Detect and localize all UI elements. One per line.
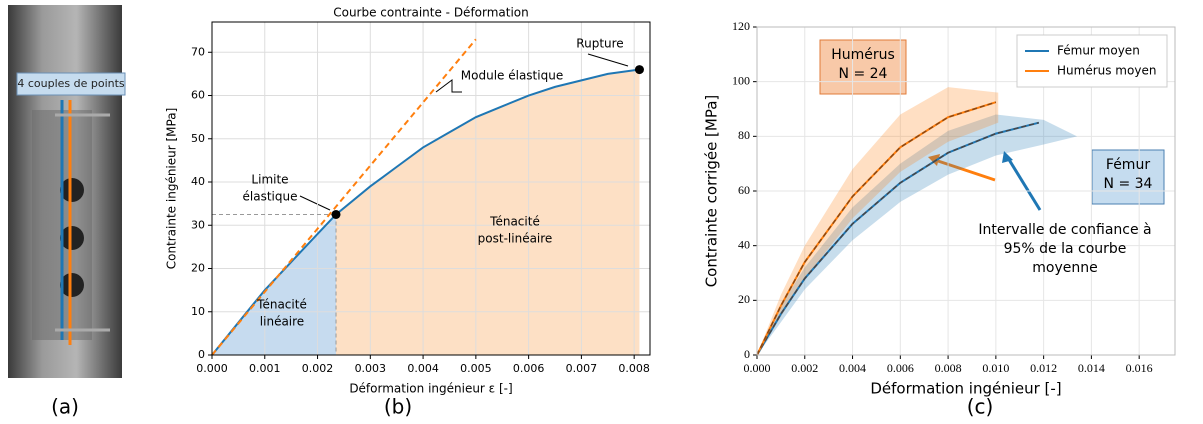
- annotation: moyenne: [1032, 260, 1097, 276]
- annotation: Fémur: [1106, 157, 1150, 173]
- y-tick-label: 40: [738, 237, 750, 251]
- series-line: [211, 38, 477, 356]
- y-tick-label: 10: [191, 305, 205, 318]
- x-tick-label: 0.003: [355, 362, 387, 375]
- legend-box: [1016, 34, 1168, 88]
- y-tick-label: 0: [744, 347, 750, 361]
- x-tick-label: 0.008: [935, 361, 962, 375]
- x-tick-label: 0.006: [887, 361, 914, 375]
- confidence-band: [757, 87, 999, 355]
- x-tick-label: 0.000: [196, 362, 228, 375]
- x-tick-label: 0.016: [1126, 361, 1153, 375]
- y-tick-label: 60: [191, 89, 205, 102]
- x-tick-label: 0.004: [407, 362, 439, 375]
- series-line: [211, 68, 640, 356]
- arrow: [1006, 157, 1042, 211]
- dot: [60, 226, 84, 250]
- y-tick-label: 20: [191, 262, 205, 275]
- annotation: Ténacité: [256, 298, 307, 312]
- x-tick-label: 0.012: [1030, 361, 1057, 375]
- series-line-dash: [756, 101, 997, 356]
- annotation: N = 24: [839, 66, 888, 82]
- annotation-box: [16, 72, 126, 96]
- y-tick-label: 20: [738, 292, 750, 306]
- x-tick-label: 0.010: [982, 361, 1009, 375]
- annotation: Rupture: [576, 37, 623, 51]
- y-tick-label: 100: [732, 73, 750, 87]
- y-tick-label: 120: [732, 19, 750, 33]
- arrowhead: [928, 154, 940, 166]
- x-axis-label: Déformation ingénieur ε [-]: [349, 382, 512, 396]
- x-tick-label: 0.005: [460, 362, 492, 375]
- arrow: [587, 53, 629, 67]
- series-line-dash: [756, 121, 1040, 356]
- annotation-box: [819, 39, 907, 95]
- x-tick-label: 0.000: [744, 361, 771, 375]
- annotation: Ténacité: [489, 215, 540, 229]
- panel-label: (c): [967, 395, 994, 419]
- x-axis-label: Déformation ingénieur [-]: [870, 380, 1061, 398]
- x-tick-label: 0.002: [791, 361, 818, 375]
- dot: [60, 178, 84, 202]
- panel-label: (a): [51, 395, 79, 419]
- arrowhead: [1002, 151, 1013, 163]
- x-tick-label: 0.007: [566, 362, 598, 375]
- x-tick-label: 0.014: [1078, 361, 1105, 375]
- x-tick-label: 0.004: [839, 361, 866, 375]
- legend-label: Humérus moyen: [1057, 64, 1156, 78]
- y-tick-label: 40: [191, 175, 205, 188]
- annotation: Intervalle de confiance à: [978, 222, 1151, 238]
- annotation: post-linéaire: [478, 232, 553, 246]
- y-tick-label: 0: [198, 348, 205, 361]
- y-tick-label: 50: [191, 132, 205, 145]
- annotation: Module élastique: [461, 69, 563, 83]
- point: [331, 209, 341, 219]
- photo-panel: 4 couples de points (a): [8, 5, 126, 419]
- annotation: linéaire: [260, 315, 304, 329]
- plot-frame: [756, 26, 1176, 356]
- panel-label: (b): [384, 395, 412, 419]
- decorations: [299, 39, 1165, 211]
- annotation: élastique: [243, 190, 298, 204]
- x-tick-label: 0.008: [618, 362, 650, 375]
- arrow: [299, 195, 331, 211]
- plot-frame: [211, 21, 651, 356]
- photo-annotation: 4 couples de points: [17, 77, 125, 90]
- legend-label: Fémur moyen: [1057, 44, 1140, 58]
- x-tick-label: 0.001: [249, 362, 281, 375]
- x-tick-label: 0.006: [513, 362, 545, 375]
- annotation: 95% de la courbe: [1004, 241, 1127, 257]
- slope-mark: [435, 79, 462, 93]
- annotation: N = 34: [1104, 176, 1153, 192]
- y-tick-label: 80: [738, 128, 750, 142]
- y-tick-label: 30: [191, 218, 205, 231]
- y-axis-label: Contrainte corrigée [MPa]: [703, 95, 721, 288]
- annotation-box: [1091, 149, 1165, 205]
- annotation: Limite: [251, 173, 288, 187]
- arrow: [934, 158, 996, 182]
- y-tick-label: 60: [738, 183, 750, 197]
- dot: [60, 273, 84, 297]
- annotation: Humérus: [831, 47, 895, 63]
- confidence-band: [757, 114, 1078, 355]
- area-linear: [212, 214, 337, 355]
- area-post-linear: [336, 69, 640, 356]
- chart-title: Courbe contrainte - Déformation: [333, 6, 529, 20]
- point: [634, 65, 644, 75]
- y-tick-label: 70: [191, 45, 205, 58]
- y-axis-label: Contrainte ingénieur [MPa]: [165, 108, 179, 270]
- x-tick-label: 0.002: [302, 362, 334, 375]
